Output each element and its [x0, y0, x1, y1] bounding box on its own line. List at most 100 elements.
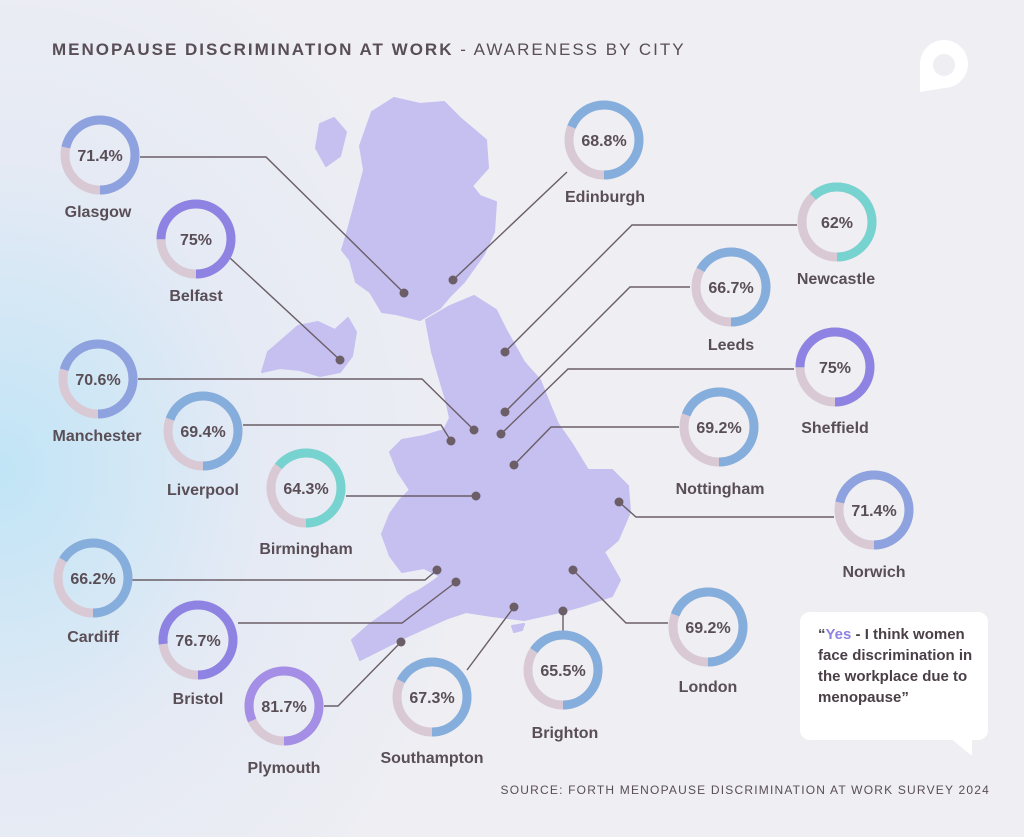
- city-dot-sheffield: [496, 429, 506, 439]
- donut-arc-manchester: [58, 339, 138, 419]
- city-label-norwich: Norwich: [842, 564, 905, 581]
- city-dot-london: [568, 565, 578, 575]
- donut-value-london: 69.2%: [685, 620, 730, 637]
- leader-line-sheffield: [500, 368, 794, 435]
- donut-manchester: 70.6% Manchester: [53, 339, 142, 445]
- city-dot-plymouth: [396, 637, 406, 647]
- donut-group: 71.4% Glasgow 68.8% Edinburgh 75% Belfast 62% N…: [53, 100, 914, 777]
- donut-arc-cardiff: [53, 538, 133, 618]
- donut-arc-southampton: [392, 657, 472, 737]
- donut-bristol: 76.7% Bristol: [158, 600, 238, 708]
- leader-line-london: [572, 569, 668, 624]
- city-label-birmingham: Birmingham: [259, 541, 352, 558]
- city-dot-southampton: [509, 602, 519, 612]
- map-northern-ireland: [261, 317, 357, 377]
- donut-arc-glasgow: [60, 115, 140, 195]
- title-rest: - AWARENESS BY CITY: [453, 40, 686, 59]
- city-dot-belfast: [335, 355, 345, 365]
- donut-arc-norwich: [834, 470, 914, 550]
- leader-line-cardiff: [132, 569, 438, 581]
- donut-value-newcastle: 62%: [821, 215, 853, 232]
- donut-arc-birmingham: [266, 448, 346, 528]
- map-scotland: [341, 97, 497, 321]
- leader-line-leeds: [504, 286, 690, 413]
- city-label-london: London: [679, 679, 738, 696]
- page-title: MENOPAUSE DISCRIMINATION AT WORK - AWARE…: [52, 40, 686, 60]
- donut-arc-brighton: [523, 630, 603, 710]
- donut-value-plymouth: 81.7%: [261, 699, 306, 716]
- donut-leeds: 66.7% Leeds: [691, 247, 771, 354]
- source-note: SOURCE: FORTH MENOPAUSE DISCRIMINATION A…: [500, 783, 990, 797]
- city-dot-glasgow: [399, 288, 409, 298]
- city-label-cardiff: Cardiff: [67, 629, 119, 646]
- donut-arc-nottingham: [679, 387, 759, 467]
- city-label-bristol: Bristol: [173, 691, 224, 708]
- donut-value-glasgow: 71.4%: [77, 148, 122, 165]
- donut-value-sheffield: 75%: [819, 360, 851, 377]
- city-label-manchester: Manchester: [53, 428, 142, 445]
- donut-newcastle: 62% Newcastle: [797, 182, 877, 288]
- city-dot-norwich: [614, 497, 624, 507]
- donut-arc-edinburgh: [564, 100, 644, 180]
- speech-bubble-logo-icon: [920, 40, 968, 92]
- city-dot-edinburgh: [448, 275, 458, 285]
- city-label-southampton: Southampton: [380, 750, 483, 767]
- donut-value-birmingham: 64.3%: [283, 481, 328, 498]
- city-label-brighton: Brighton: [532, 725, 599, 742]
- donut-glasgow: 71.4% Glasgow: [60, 115, 140, 221]
- donut-arc-plymouth: [244, 666, 324, 746]
- donut-arc-leeds: [691, 247, 771, 327]
- donut-arc-bristol: [158, 600, 238, 680]
- leader-line-belfast: [229, 257, 341, 361]
- donut-london: 69.2% London: [668, 587, 748, 696]
- donut-liverpool: 69.4% Liverpool: [163, 391, 243, 499]
- donut-value-norwich: 71.4%: [851, 503, 896, 520]
- leader-line-bristol: [238, 581, 457, 624]
- leader-line-edinburgh: [452, 171, 568, 281]
- donut-value-edinburgh: 68.8%: [581, 133, 626, 150]
- city-dots: [335, 275, 624, 647]
- city-label-sheffield: Sheffield: [801, 420, 869, 437]
- leader-line-newcastle: [504, 224, 797, 353]
- leader-line-manchester: [138, 378, 475, 431]
- donut-arc-london: [668, 587, 748, 667]
- city-label-glasgow: Glasgow: [65, 204, 132, 221]
- donut-southampton: 67.3% Southampton: [380, 657, 484, 767]
- map-england-wales: [351, 295, 631, 661]
- city-label-nottingham: Nottingham: [676, 481, 765, 498]
- donut-arc-newcastle: [797, 182, 877, 262]
- city-label-liverpool: Liverpool: [167, 482, 239, 499]
- donut-sheffield: 75% Sheffield: [795, 327, 875, 437]
- quote-bubble-tail: [950, 738, 972, 756]
- city-label-belfast: Belfast: [169, 288, 223, 305]
- donut-value-bristol: 76.7%: [175, 633, 220, 650]
- leader-line-glasgow: [140, 156, 405, 294]
- city-dot-cardiff: [432, 565, 442, 575]
- donut-cardiff: 66.2% Cardiff: [53, 538, 133, 646]
- donut-arc-belfast: [156, 199, 236, 279]
- leader-line-norwich: [618, 501, 834, 518]
- donut-value-leeds: 66.7%: [708, 280, 753, 297]
- donut-value-belfast: 75%: [180, 232, 212, 249]
- donut-value-nottingham: 69.2%: [696, 420, 741, 437]
- donut-nottingham: 69.2% Nottingham: [676, 387, 765, 498]
- donut-value-manchester: 70.6%: [75, 372, 120, 389]
- donut-edinburgh: 68.8% Edinburgh: [564, 100, 645, 206]
- donut-belfast: 75% Belfast: [156, 199, 236, 305]
- city-dot-nottingham: [509, 460, 519, 470]
- donut-birmingham: 64.3% Birmingham: [259, 448, 353, 558]
- leader-line-liverpool: [243, 424, 452, 442]
- quote-text: - I think women face discrimination in t…: [818, 626, 973, 706]
- title-bold: MENOPAUSE DISCRIMINATION AT WORK: [52, 40, 454, 59]
- city-dot-leeds: [500, 407, 510, 417]
- uk-map: [261, 97, 631, 661]
- city-label-edinburgh: Edinburgh: [565, 189, 645, 206]
- quote-highlight: Yes: [825, 626, 852, 643]
- city-dot-manchester: [469, 425, 479, 435]
- donut-norwich: 71.4% Norwich: [834, 470, 914, 581]
- city-dot-liverpool: [446, 436, 456, 446]
- quote-open: “: [818, 626, 826, 643]
- donut-arc-sheffield: [795, 327, 875, 407]
- map-isle-of-wight: [511, 623, 525, 633]
